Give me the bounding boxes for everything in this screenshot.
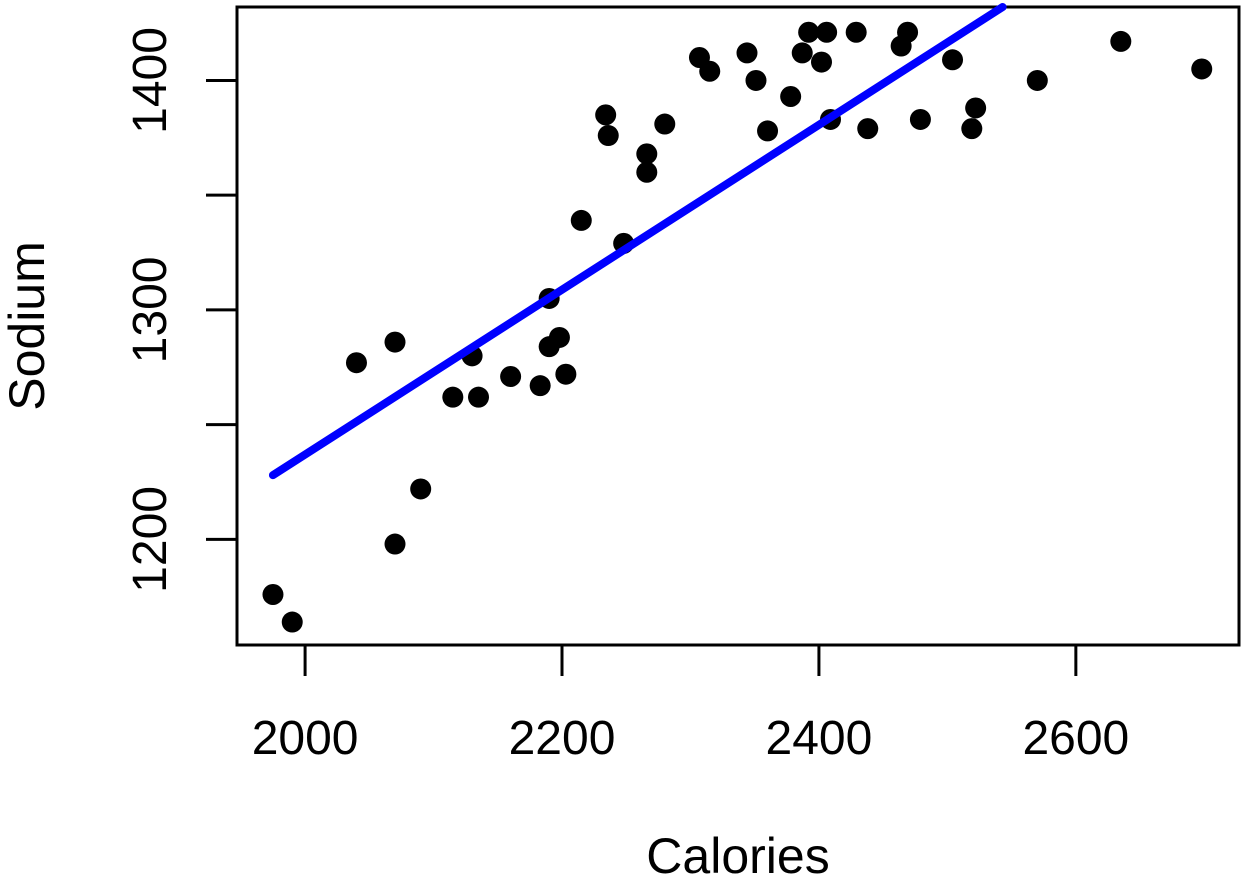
data-point — [736, 42, 758, 64]
data-point — [780, 86, 802, 108]
data-point — [745, 69, 767, 91]
data-point — [500, 365, 522, 387]
plot-border — [235, 5, 1241, 647]
data-point — [442, 386, 464, 408]
data-point — [961, 118, 983, 140]
data-point — [942, 49, 964, 71]
data-point — [555, 363, 577, 385]
data-point — [410, 478, 432, 500]
data-point — [1191, 58, 1213, 80]
y-tick-label: 1300 — [124, 257, 177, 364]
data-point — [468, 386, 490, 408]
x-tick-label: 2000 — [252, 712, 359, 765]
data-point — [595, 104, 617, 126]
data-point — [529, 375, 551, 397]
regression-line — [268, 3, 1007, 480]
data-point — [845, 21, 867, 43]
data-point — [890, 35, 912, 57]
data-point — [345, 352, 367, 374]
y-tick-label: 1400 — [124, 27, 177, 134]
y-axis-title: Sodium — [0, 241, 55, 411]
data-point — [1026, 69, 1048, 91]
data-point — [597, 125, 619, 147]
data-point — [654, 113, 676, 135]
data-point — [636, 143, 658, 165]
plot-layer: 2000 2200 2400 2600 1200 1300 1400 — [124, 3, 1241, 765]
data-point — [965, 97, 987, 119]
data-point — [538, 336, 560, 358]
data-point — [757, 120, 779, 142]
data-point — [1110, 30, 1132, 52]
data-point — [281, 611, 303, 633]
data-point — [811, 51, 832, 73]
data-point — [857, 118, 879, 140]
x-tick-label: 2600 — [1022, 712, 1129, 765]
data-point — [262, 584, 284, 606]
data-point — [384, 533, 406, 555]
data-point — [909, 108, 931, 130]
y-tick-label: 1200 — [124, 486, 177, 593]
data-point — [699, 60, 721, 82]
data-point — [570, 209, 592, 231]
data-point — [636, 161, 658, 183]
data-point — [816, 21, 838, 43]
x-tick-label: 2400 — [766, 712, 873, 765]
x-axis-title: Calories — [646, 828, 829, 881]
x-tick-label: 2200 — [509, 712, 616, 765]
data-point — [791, 42, 813, 64]
data-point — [384, 331, 406, 353]
data-point — [798, 21, 820, 43]
